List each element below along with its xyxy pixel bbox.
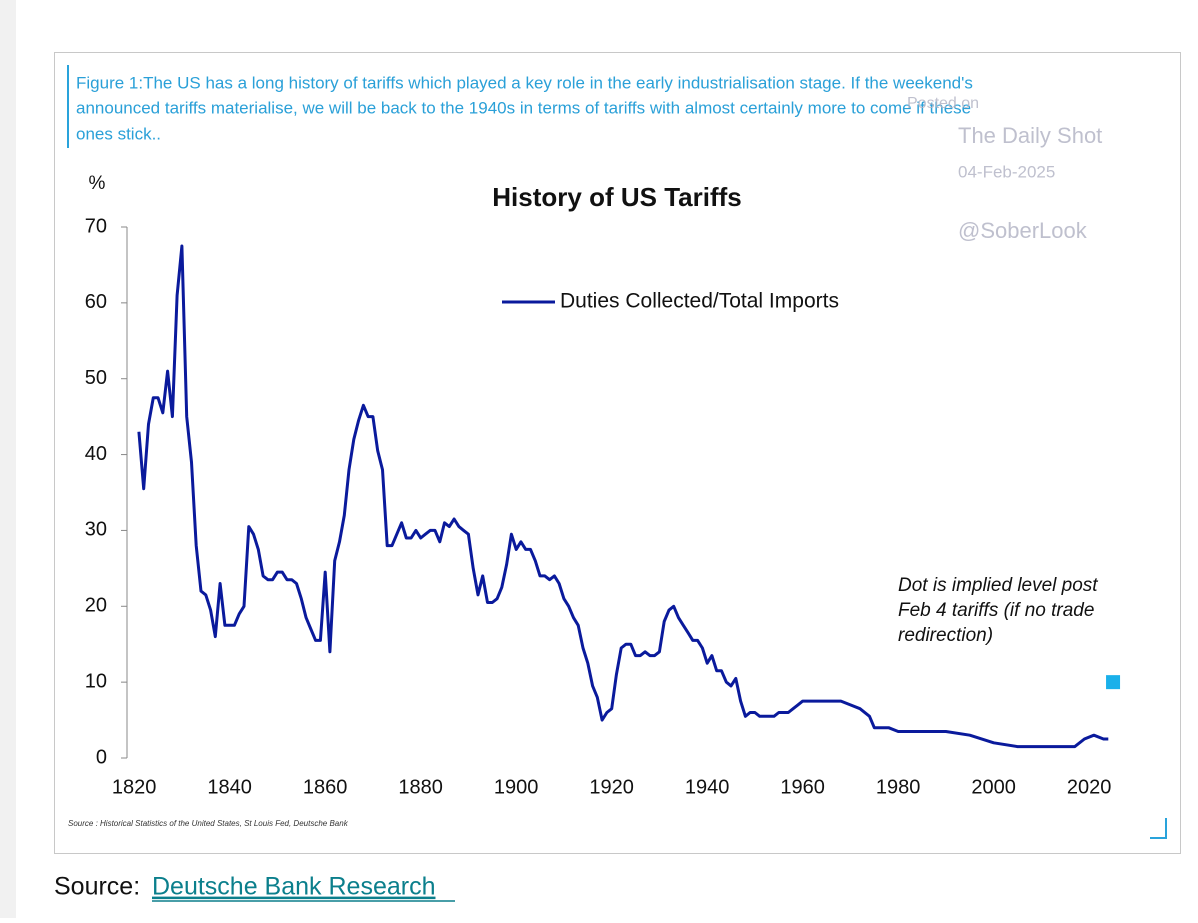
y-tick-label: 0 <box>96 746 107 768</box>
y-tick-label: 10 <box>85 670 107 692</box>
side-strip <box>0 0 16 918</box>
watermark-handle: @SoberLook <box>958 218 1088 243</box>
y-tick-label: 70 <box>85 215 107 237</box>
caption-line: announced tariffs materialise, we will b… <box>76 98 971 117</box>
annotation: redirection) <box>898 625 993 646</box>
watermark-site: The Daily Shot <box>958 123 1102 148</box>
annotation: Feb 4 tariffs (if no trade <box>898 600 1094 621</box>
watermark-posted: Posted on <box>907 95 979 112</box>
chart-title: History of US Tariffs <box>492 182 741 212</box>
x-tick-label: 1960 <box>780 776 825 798</box>
caption-bar <box>67 65 69 148</box>
x-tick-label: 1840 <box>207 776 252 798</box>
watermark-date: 04-Feb-2025 <box>958 162 1055 181</box>
x-tick-label: 1820 <box>112 776 157 798</box>
x-tick-label: 2020 <box>1067 776 1112 798</box>
y-tick-label: 30 <box>85 519 107 541</box>
x-tick-label: 2000 <box>971 776 1016 798</box>
x-tick-label: 1880 <box>398 776 443 798</box>
series-line <box>137 244 1109 749</box>
y-tick-label: 20 <box>85 595 107 617</box>
footer-link[interactable]: Deutsche Bank Research <box>152 873 435 901</box>
x-tick-label: 1860 <box>303 776 348 798</box>
x-tick-label: 1920 <box>589 776 634 798</box>
footer-label: Source: <box>54 873 140 901</box>
legend-label: Duties Collected/Total Imports <box>560 290 839 313</box>
annotation: Dot is implied level post <box>898 575 1098 596</box>
y-tick-label: 50 <box>85 367 107 389</box>
y-tick-label: 40 <box>85 443 107 465</box>
caption-line: ones stick.. <box>76 124 161 143</box>
y-tick-label: 60 <box>85 291 107 313</box>
implied-dot <box>1106 675 1121 690</box>
x-tick-label: 1940 <box>685 776 730 798</box>
caption-line: Figure 1:The US has a long history of ta… <box>76 73 973 92</box>
figure-frame <box>54 52 1181 854</box>
x-tick-label: 1980 <box>876 776 921 798</box>
y-axis-label: % <box>89 173 106 194</box>
source-note: Source : Historical Statistics of the Un… <box>68 819 349 828</box>
x-tick-label: 1900 <box>494 776 539 798</box>
frame-corner <box>1150 818 1167 839</box>
